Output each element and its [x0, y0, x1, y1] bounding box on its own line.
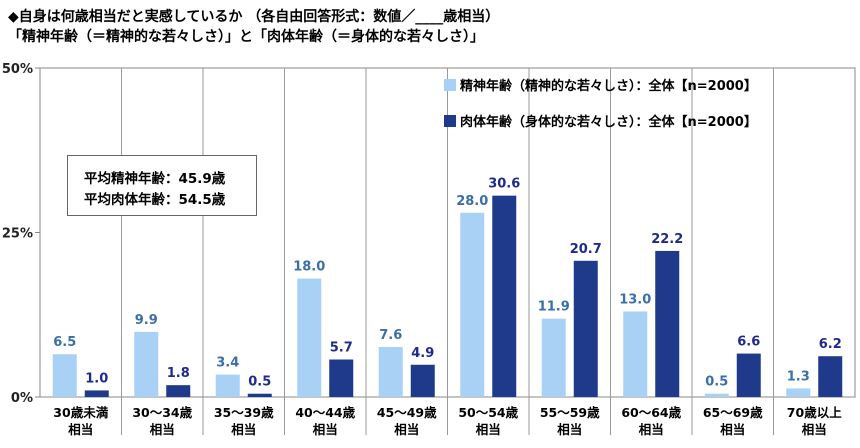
- legend-swatch: [444, 79, 456, 91]
- y-tick-label: 0%: [11, 391, 33, 406]
- bar-physical: [84, 390, 109, 397]
- data-label-physical: 0.5: [248, 375, 271, 390]
- average-physical-age: 平均肉体年齢：54.5歳: [84, 192, 226, 208]
- x-category-label: 相当: [476, 422, 501, 437]
- data-label-mental: 1.3: [787, 369, 810, 384]
- bar-physical: [655, 250, 680, 397]
- legend-entry: 肉体年齢（身体的な若々しさ）：全体【n=2000】: [460, 114, 757, 130]
- average-age-box: 平均精神年齢：45.9歳 平均肉体年齢：54.5歳: [67, 155, 257, 216]
- x-category-label: 55～59歳: [540, 405, 600, 420]
- data-label-physical: 6.6: [737, 335, 760, 350]
- bar-physical: [492, 195, 517, 397]
- data-label-mental: 18.0: [293, 260, 325, 275]
- y-tick-label: 25%: [2, 227, 33, 242]
- x-category-label: 35～39歳: [214, 405, 274, 420]
- x-category-label: 30歳未満: [53, 405, 108, 420]
- data-label-mental: 7.6: [379, 328, 402, 343]
- bar-mental: [378, 346, 403, 397]
- x-category-label: 相当: [231, 422, 256, 437]
- bar-physical: [410, 364, 435, 397]
- x-category-label: 相当: [313, 422, 338, 437]
- x-category-label: 相当: [68, 422, 93, 437]
- data-label-mental: 3.4: [216, 356, 239, 371]
- bar-physical: [818, 356, 843, 397]
- data-label-physical: 1.0: [85, 371, 108, 386]
- data-label-physical: 22.2: [651, 232, 683, 247]
- chart-title-line-2: 「精神年齢（＝精神的な若々しさ）」と「肉体年齢（＝身体的な若々しさ）」: [8, 29, 484, 45]
- data-label-physical: 6.2: [819, 337, 842, 352]
- bar-mental: [623, 311, 648, 397]
- x-category-label: 60～64歳: [621, 405, 681, 420]
- x-category-label: 45～49歳: [377, 405, 437, 420]
- x-category-label: 50～54歳: [458, 405, 518, 420]
- bar-mental: [134, 331, 159, 397]
- data-label-physical: 1.8: [167, 366, 190, 381]
- x-category-label: 70歳以上: [787, 405, 842, 420]
- x-category-label: 相当: [394, 422, 419, 437]
- legend-entry: 精神年齢（精神的な若々しさ）：全体【n=2000】: [460, 78, 757, 94]
- bar-physical: [166, 385, 191, 397]
- bar-mental: [460, 212, 485, 397]
- data-label-physical: 20.7: [570, 242, 602, 257]
- bar-physical: [247, 393, 272, 397]
- data-label-mental: 6.5: [53, 335, 76, 350]
- bar-mental: [541, 318, 566, 397]
- bar-mental: [297, 278, 322, 397]
- x-category-label: 相当: [150, 422, 175, 437]
- x-category-label: 相当: [720, 422, 745, 437]
- bar-physical: [736, 353, 761, 397]
- data-label-physical: 5.7: [330, 340, 353, 355]
- bar-physical: [573, 260, 598, 397]
- data-label-mental: 28.0: [456, 194, 488, 209]
- data-label-physical: 4.9: [411, 346, 434, 361]
- data-label-mental: 9.9: [135, 313, 158, 328]
- average-mental-age: 平均精神年齢：45.9歳: [84, 171, 226, 187]
- x-category-label: 相当: [557, 422, 582, 437]
- x-category-label: 40～44歳: [295, 405, 355, 420]
- x-category-label: 相当: [639, 422, 664, 437]
- bar-mental: [786, 388, 811, 397]
- data-label-physical: 30.6: [488, 177, 520, 192]
- chart-title-line-1: ◆自身は何歳相当だと実感しているか （各自由回答形式：数値／____歳相当）: [8, 9, 500, 25]
- data-label-mental: 11.9: [538, 300, 570, 315]
- x-category-label: 65～69歳: [703, 405, 763, 420]
- y-tick-label: 50%: [2, 62, 33, 77]
- bar-mental: [215, 374, 240, 397]
- x-category-label: 30～34歳: [132, 405, 192, 420]
- bar-mental: [52, 354, 77, 397]
- data-label-mental: 13.0: [619, 292, 651, 307]
- legend-swatch: [444, 115, 456, 127]
- bar-mental: [704, 393, 729, 397]
- bar-physical: [329, 359, 354, 397]
- x-category-label: 相当: [802, 422, 827, 437]
- data-label-mental: 0.5: [705, 375, 728, 390]
